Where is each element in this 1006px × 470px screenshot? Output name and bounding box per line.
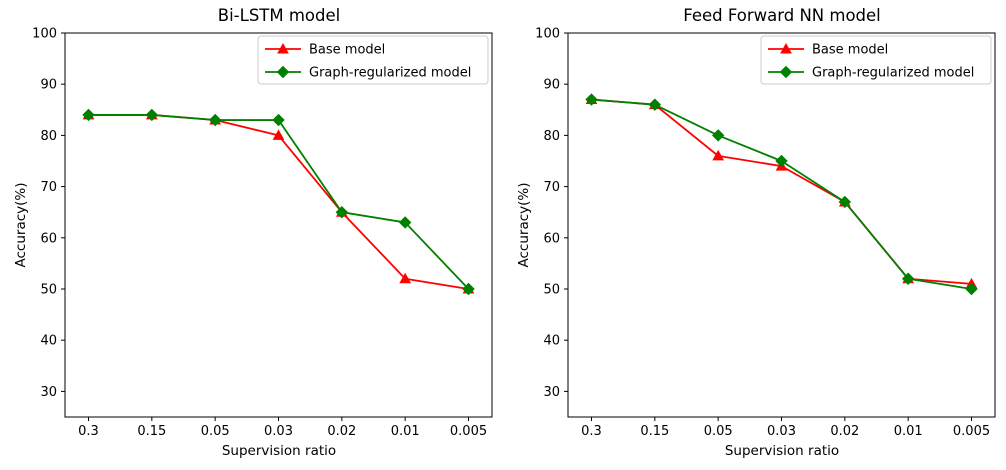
x-tick-label: 0.15 — [640, 424, 669, 439]
x-tick-label: 0.05 — [704, 424, 733, 439]
series-graph-regularized-model-marker — [648, 98, 662, 111]
legend-box — [257, 35, 489, 85]
y-tick-label: 30 — [543, 385, 560, 400]
series-base-model-marker — [272, 129, 285, 140]
series-base-model-line — [591, 98, 972, 285]
x-tick-label: 0.01 — [391, 424, 420, 439]
series-graph-regularized-model-marker — [208, 113, 222, 127]
y-tick-label: 100 — [535, 27, 560, 42]
legend-box — [760, 35, 992, 85]
legend-label-graph-regularized-model: Graph-regularized model — [812, 66, 974, 81]
y-tick-label: 80 — [40, 129, 57, 144]
x-tick-label: 0.15 — [137, 424, 166, 439]
y-tick-label: 50 — [40, 283, 57, 298]
series-base-model-marker — [399, 272, 412, 284]
axes-frame — [567, 32, 996, 418]
y-tick-label: 40 — [543, 334, 560, 349]
series-graph-regularized-model-marker — [398, 216, 412, 229]
legend-sample-marker-base-model — [780, 42, 792, 54]
series-graph-regularized-model-marker — [335, 205, 349, 219]
legend-label-base-model: Base model — [812, 43, 888, 58]
y-tick-label: 60 — [40, 231, 57, 246]
series-base-model-line — [88, 114, 469, 290]
y-tick-label: 100 — [32, 27, 57, 42]
plot-ffnn: 100 90 80 70 60 50 40 30 0.3 0.15 0.05 0.03 0.02 0.01… — [535, 27, 996, 439]
plot-bilstm: 100 90 80 70 60 50 40 30 0.3 0.15 0.05 0.03 0.02 0.01… — [32, 27, 493, 439]
chart-title-ffnn: Feed Forward NN model — [683, 6, 881, 25]
series-graph-regularized-model-marker — [272, 113, 285, 127]
series-graph-regularized-model-marker — [462, 282, 475, 296]
series-graph-regularized-model-line — [88, 114, 470, 290]
x-tick-label: 0.02 — [830, 424, 859, 439]
y-tick-label: 70 — [40, 180, 57, 195]
y-tick-label: 90 — [543, 78, 560, 93]
series-graph-regularized-model-line — [591, 98, 972, 290]
x-tick-label: 0.005 — [953, 424, 990, 439]
series-base-model-marker — [712, 149, 725, 161]
y-tick-label: 90 — [40, 78, 57, 93]
series-graph-regularized-model-marker — [145, 108, 159, 122]
x-axis-label-bilstm: Supervision ratio — [221, 443, 337, 459]
x-axis-label-ffnn: Supervision ratio — [724, 443, 840, 459]
series-graph-regularized-model-marker — [775, 154, 788, 168]
legend-sample-marker-graph-regularized-model — [779, 65, 793, 79]
x-tick-label: 0.3 — [581, 424, 602, 439]
x-tick-label: 0.01 — [894, 424, 923, 439]
series-graph-regularized-model-marker — [82, 108, 95, 122]
y-tick-label: 40 — [40, 334, 57, 349]
y-tick-label: 60 — [543, 231, 560, 246]
legend-sample-marker-base-model — [277, 42, 289, 54]
x-tick-label: 0.3 — [78, 424, 99, 439]
legend-label-base-model: Base model — [309, 43, 385, 58]
y-tick-label: 50 — [543, 283, 560, 298]
x-tick-label: 0.02 — [327, 424, 356, 439]
x-tick-label: 0.05 — [201, 424, 230, 439]
legend-label-graph-regularized-model: Graph-regularized model — [309, 66, 471, 81]
x-tick-label: 0.005 — [450, 424, 487, 439]
legend-sample-marker-graph-regularized-model — [276, 65, 290, 79]
chart-title-bilstm: Bi-LSTM model — [217, 6, 341, 25]
subplot-ffnn: 100 90 80 70 60 50 40 30 0.3 0.15 0.05 0.03 0.02 0.01… — [503, 0, 1006, 470]
y-tick-label: 30 — [40, 385, 57, 400]
y-tick-label: 80 — [543, 129, 560, 144]
y-axis-label-ffnn: Accuracy(%) — [516, 182, 532, 268]
series-graph-regularized-model-marker — [838, 195, 852, 209]
y-tick-label: 70 — [543, 180, 560, 195]
axes-frame — [64, 32, 493, 418]
x-tick-label: 0.03 — [264, 424, 293, 439]
series-graph-regularized-model-marker — [585, 93, 598, 106]
series-graph-regularized-model-marker — [711, 129, 725, 142]
subplot-bilstm: 100 90 80 70 60 50 40 30 0.3 0.15 0.05 0.03 0.02 0.01… — [13, 6, 493, 459]
series-graph-regularized-model-marker — [965, 282, 978, 296]
y-axis-label-bilstm: Accuracy(%) — [13, 182, 29, 268]
series-graph-regularized-model-marker — [901, 272, 915, 285]
x-tick-label: 0.03 — [767, 424, 796, 439]
